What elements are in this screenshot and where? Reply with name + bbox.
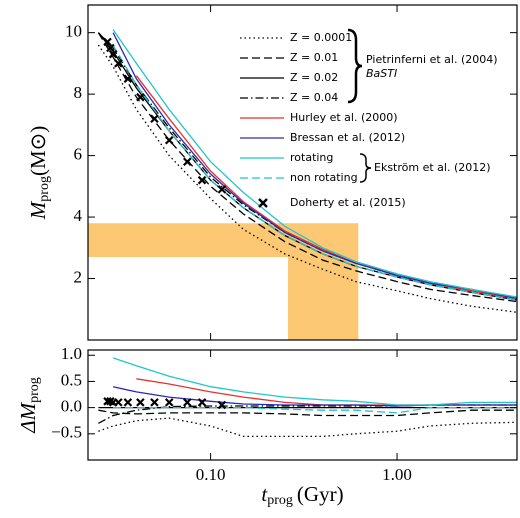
- cross-marker: [123, 74, 133, 84]
- y-tick-label: 6: [74, 145, 83, 164]
- legend-label: Z = 0.01: [290, 51, 338, 64]
- series-line: [112, 357, 517, 406]
- group-label: Pietrinferni et al. (2004): [366, 53, 498, 66]
- legend-label: Hurley et al. (2000): [290, 111, 398, 124]
- shaded-age-band: [287, 223, 359, 340]
- y-axis-label: ΔMprog: [16, 377, 42, 434]
- series-line: [97, 32, 517, 303]
- y-tick-label: 4: [74, 206, 83, 225]
- cross-marker: [150, 398, 159, 407]
- brace: [359, 153, 372, 183]
- legend-label: Z = 0.02: [290, 71, 338, 84]
- x-axis-label: tprog (Gyr): [261, 482, 343, 508]
- cross-marker: [108, 49, 118, 59]
- cross-marker: [197, 398, 207, 407]
- plot-area: [98, 357, 517, 438]
- cross-marker: [150, 114, 159, 123]
- y-axis-label: Mprog(M⊙): [26, 126, 52, 220]
- y-label-symbol: ΔM: [16, 401, 40, 433]
- series-line: [98, 417, 517, 438]
- cross-marker: [183, 398, 192, 407]
- plot-area: [88, 29, 517, 340]
- y-tick-label: 10: [65, 22, 82, 41]
- cross-marker: [136, 398, 145, 407]
- y-tick-label: 8: [74, 83, 83, 102]
- cross-marker: [103, 37, 112, 47]
- series-line: [113, 406, 517, 414]
- y-label-symbol: M: [26, 200, 50, 220]
- legend-label: Z = 0.04: [290, 91, 338, 104]
- cross-marker: [114, 398, 123, 407]
- group-label: BaSTI: [366, 67, 397, 80]
- legend-label: Doherty et al. (2015): [290, 196, 406, 209]
- x-label-symbol: t: [261, 482, 268, 506]
- y-tick-label: −0.5: [51, 423, 82, 442]
- y-label-subscript: prog: [37, 176, 52, 202]
- series-line: [98, 404, 517, 424]
- legend-label: rotating: [290, 151, 333, 164]
- cross-marker: [114, 59, 123, 68]
- cross-marker: [164, 135, 174, 145]
- axes-frame: [87, 4, 518, 341]
- x-label-unit: (Gyr): [297, 482, 344, 506]
- series-line: [112, 44, 517, 301]
- y-tick-label: 2: [74, 267, 83, 286]
- cross-marker: [197, 175, 207, 185]
- series-line: [112, 32, 517, 300]
- cross-marker: [217, 185, 227, 194]
- axes-frame: [87, 349, 518, 461]
- series-line: [97, 44, 517, 313]
- x-tick-label: 1.00: [382, 465, 412, 484]
- y-tick-label: 0.5: [61, 370, 82, 389]
- cross-marker: [136, 92, 145, 102]
- y-label-subscript: prog: [27, 377, 42, 403]
- y-tick-label: 1.0: [61, 344, 82, 363]
- y-tick-label: 0.0: [61, 397, 82, 416]
- x-tick-label: 0.10: [196, 465, 226, 484]
- series-line: [98, 409, 517, 417]
- legend-marker: [258, 198, 268, 208]
- x-label-subscript: prog: [267, 493, 293, 508]
- cross-marker: [217, 400, 227, 410]
- cross-marker: [123, 398, 133, 407]
- group-label: Ekström et al. (2012): [374, 161, 491, 174]
- cross-marker: [183, 157, 192, 167]
- legend-label: Z = 0.0001: [290, 31, 352, 44]
- legend-label: non rotating: [290, 171, 358, 184]
- cross-marker: [164, 398, 174, 407]
- brace: [347, 28, 363, 104]
- cross-marker: [106, 43, 115, 53]
- y-label-unit: (M⊙): [26, 126, 50, 176]
- shaded-mass-band: [88, 223, 288, 258]
- series-line: [112, 29, 517, 298]
- legend-label: Bressan et al. (2012): [290, 131, 405, 144]
